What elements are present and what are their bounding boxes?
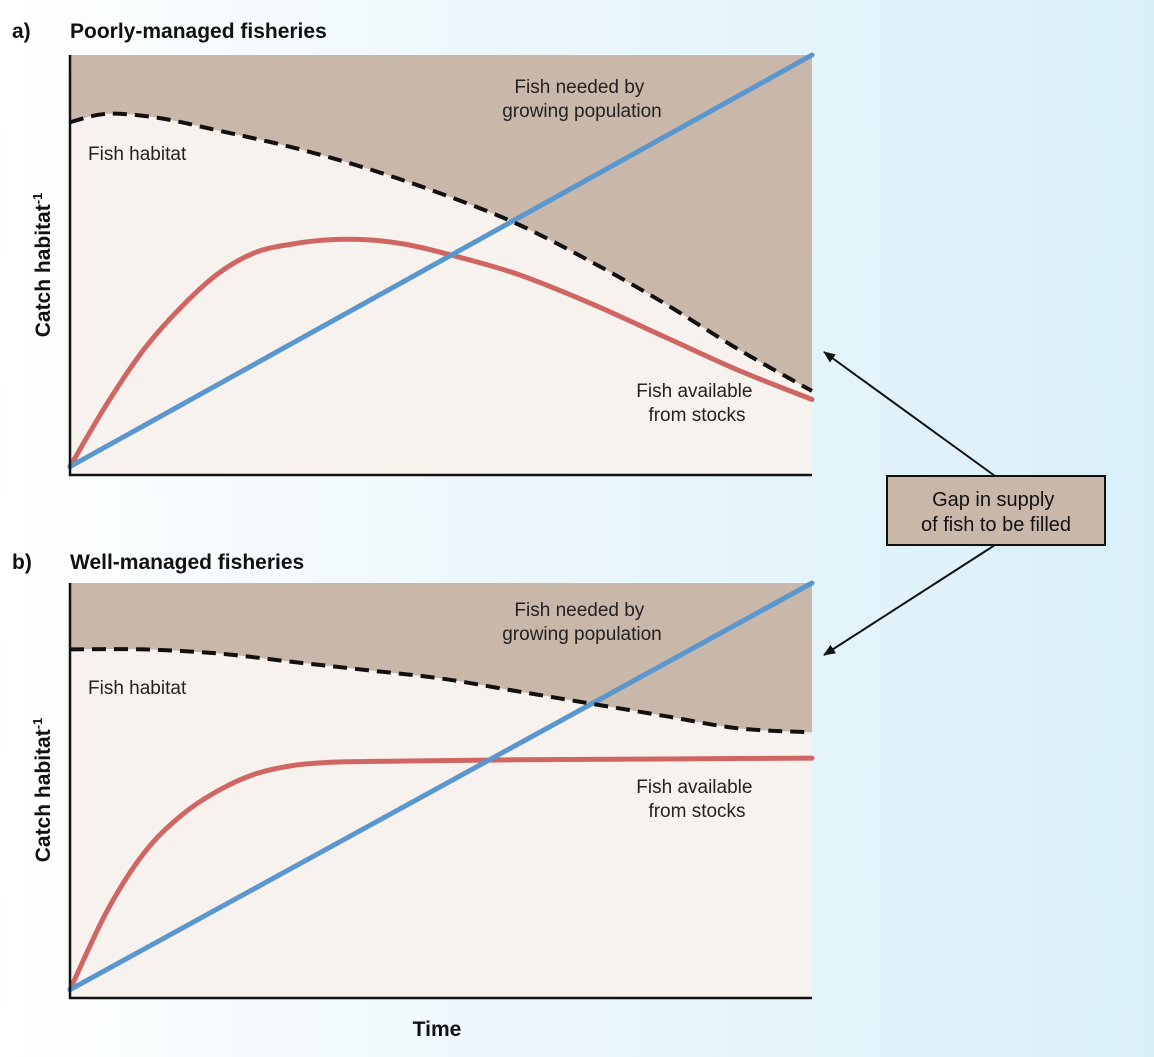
- panel-a-title: Poorly-managed fisheries: [70, 20, 327, 43]
- panel-b-habitat-label: Fish habitat: [88, 678, 187, 699]
- callout-arrow-upper: [823, 351, 996, 477]
- panel-b-supply-line: [67, 755, 815, 993]
- panel-b-title: Well-managed fisheries: [70, 551, 304, 574]
- panel-a-gap-area: [70, 55, 812, 391]
- panel-b-plot: [67, 580, 815, 1000]
- panel-b-demand-line: [67, 580, 815, 993]
- panel-a-habitat-label: Fish habitat: [88, 144, 187, 165]
- panel-a-supply-label: Fish available from stocks: [636, 381, 757, 426]
- x-axis-label-time: Time: [413, 1018, 462, 1041]
- panel-a-plot: [67, 52, 815, 477]
- panel-a-supply-line: [67, 236, 815, 470]
- panel-a-demand-line: [67, 52, 815, 470]
- panel-b-habitat-line: [69, 647, 813, 735]
- panel-b-demand-label: Fish needed by growing population: [502, 600, 662, 645]
- panel-b-gap-area: [70, 583, 812, 733]
- panel-b-supply-label: Fish available from stocks: [636, 777, 757, 822]
- callout-arrow-lower: [823, 544, 996, 656]
- panel-a-habitat-line: [69, 111, 813, 393]
- panel-b-tag: b): [12, 551, 32, 574]
- panel-b-y-axis-label: Catch habitat-1: [30, 718, 55, 863]
- panel-a-demand-label: Fish needed by growing population: [502, 77, 662, 122]
- callout-text: Gap in supply of fish to be filled: [921, 489, 1071, 536]
- callout-box: [886, 475, 1106, 546]
- panel-a-y-axis-label: Catch habitat-1: [30, 193, 55, 338]
- panel-a-tag: a): [12, 20, 31, 43]
